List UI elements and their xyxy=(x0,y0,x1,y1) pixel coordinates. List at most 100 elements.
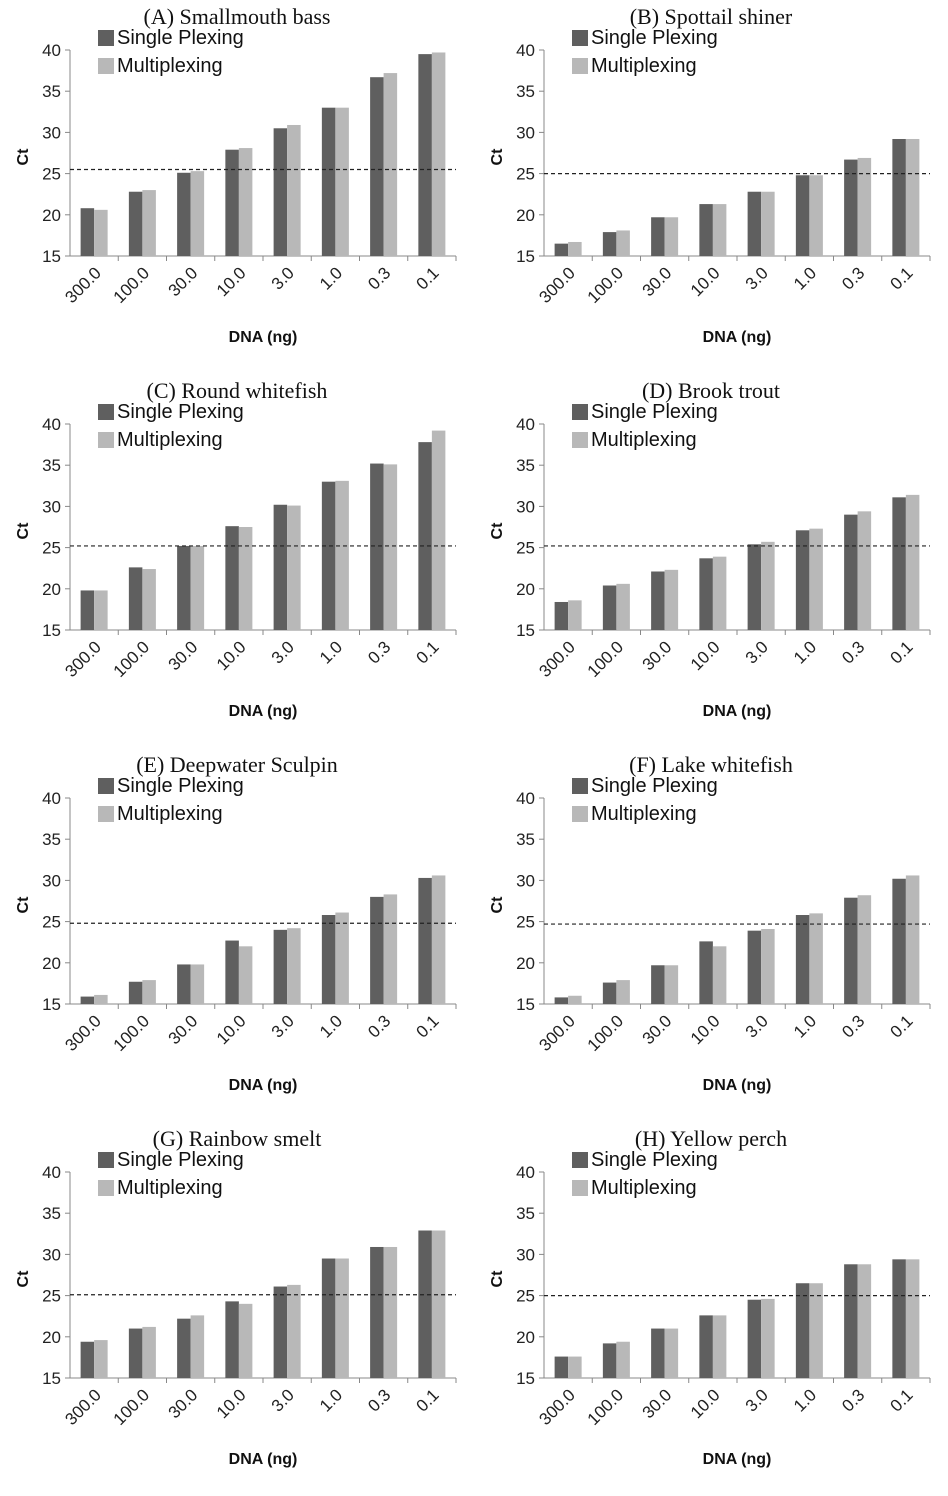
y-tick-label: 40 xyxy=(516,789,535,808)
legend-label: Single Plexing xyxy=(591,401,718,423)
x-tick-label: 100.0 xyxy=(110,1385,154,1429)
bar-chart: 15 20 25 30 35 40 Ct 300.0 100.0 30.0 10.0 3.0 1.0 0.… xyxy=(489,27,931,346)
legend-swatch xyxy=(98,432,114,448)
chart-panel: (H) Yellow perch 15 20 25 30 35 40 Ct 300.0 100.0… xyxy=(474,1122,948,1496)
single-plexing-bar xyxy=(699,204,713,256)
multiplexing-bar xyxy=(568,600,582,630)
chart-title: (G) Rainbow smelt xyxy=(152,1126,322,1151)
multiplexing-bar xyxy=(142,1326,156,1378)
single-plexing-bar xyxy=(651,1328,665,1378)
multiplexing-bar xyxy=(616,230,630,256)
y-tick-label: 15 xyxy=(516,621,535,640)
chart-panel: (C) Round whitefish 15 20 25 30 35 40 Ct 300.0 10… xyxy=(0,374,474,748)
multiplexing-bar xyxy=(857,1264,872,1378)
y-tick-label: 35 xyxy=(516,456,535,475)
y-tick-label: 35 xyxy=(516,1204,535,1223)
x-tick-label: 3.0 xyxy=(742,637,772,667)
legend-label: Multiplexing xyxy=(591,55,697,77)
legend-label: Single Plexing xyxy=(591,1149,718,1171)
x-axis-title: DNA (ng) xyxy=(703,329,772,346)
multiplexing-bar xyxy=(142,190,156,256)
single-plexing-bar xyxy=(602,1343,617,1378)
y-tick-label: 15 xyxy=(42,995,61,1014)
multiplexing-bar xyxy=(616,980,630,1004)
single-plexing-bar xyxy=(225,1301,239,1378)
x-tick-label: 1.0 xyxy=(316,1385,346,1415)
x-tick-label: 0.1 xyxy=(413,263,443,293)
legend-label: Multiplexing xyxy=(117,1177,223,1199)
multiplexing-bar xyxy=(383,464,398,630)
x-axis-title: DNA (ng) xyxy=(229,1451,298,1468)
x-tick-label: 0.1 xyxy=(413,637,443,667)
x-tick-label: 100.0 xyxy=(110,1011,154,1055)
multiplexing-bar xyxy=(712,1315,727,1378)
x-tick-label: 30.0 xyxy=(639,1011,676,1048)
y-tick-label: 15 xyxy=(516,1369,535,1388)
x-tick-label: 300.0 xyxy=(61,637,105,681)
x-tick-label: 3.0 xyxy=(268,637,298,667)
chart-panel: (G) Rainbow smelt 15 20 25 30 35 40 Ct 300.0 100.… xyxy=(0,1122,474,1496)
single-plexing-bar xyxy=(699,941,713,1004)
multiplexing-bar xyxy=(809,528,823,630)
multiplexing-bar xyxy=(94,1340,108,1378)
multiplexing-bar xyxy=(761,541,775,630)
single-plexing-bar xyxy=(602,232,617,256)
single-plexing-bar xyxy=(80,590,95,630)
x-tick-label: 0.1 xyxy=(887,263,917,293)
x-tick-label: 0.3 xyxy=(838,263,868,293)
legend-label: Single Plexing xyxy=(117,1149,244,1171)
single-plexing-bar xyxy=(177,545,191,630)
legend-label: Multiplexing xyxy=(117,55,223,77)
multiplexing-bar xyxy=(712,946,727,1004)
y-tick-label: 30 xyxy=(42,1245,61,1264)
y-tick-label: 40 xyxy=(42,1163,61,1182)
x-tick-label: 10.0 xyxy=(213,263,250,300)
y-axis-title: Ct xyxy=(489,148,506,166)
single-plexing-bar xyxy=(651,217,665,256)
multiplexing-bar xyxy=(616,1341,630,1378)
y-tick-label: 30 xyxy=(42,123,61,142)
single-plexing-bar xyxy=(844,897,858,1004)
y-tick-label: 25 xyxy=(516,913,535,932)
chart-panel: (D) Brook trout 15 20 25 30 35 40 Ct 300.0 100.0 3… xyxy=(474,374,948,748)
single-plexing-bar xyxy=(273,1286,288,1378)
legend-swatch xyxy=(572,432,588,448)
x-tick-label: 3.0 xyxy=(268,263,298,293)
single-plexing-bar xyxy=(273,929,288,1004)
y-tick-label: 25 xyxy=(516,1287,535,1306)
single-plexing-bar xyxy=(699,558,713,630)
multiplexing-bar xyxy=(335,107,349,257)
y-tick-label: 15 xyxy=(42,621,61,640)
multiplexing-bar xyxy=(568,995,582,1004)
x-tick-label: 0.1 xyxy=(413,1385,443,1415)
single-plexing-bar xyxy=(554,1356,569,1378)
x-tick-label: 30.0 xyxy=(165,263,202,300)
single-plexing-bar xyxy=(554,243,569,256)
chart-panel: (B) Spottail shiner 15 20 25 30 35 40 Ct 300.0 10… xyxy=(474,0,948,374)
x-axis-title: DNA (ng) xyxy=(703,703,772,720)
y-tick-label: 30 xyxy=(516,1245,535,1264)
x-tick-label: 100.0 xyxy=(584,1011,628,1055)
chart-panel: (E) Deepwater Sculpin 15 20 25 30 35 40 Ct 300.0… xyxy=(0,748,474,1122)
single-plexing-bar xyxy=(602,585,617,630)
multiplexing-bar xyxy=(568,1356,582,1378)
x-tick-label: 100.0 xyxy=(584,637,628,681)
single-plexing-bar xyxy=(128,191,143,256)
multiplexing-bar xyxy=(761,929,775,1004)
multiplexing-bar xyxy=(238,1303,253,1378)
multiplexing-bar xyxy=(190,964,205,1004)
y-tick-label: 35 xyxy=(42,82,61,101)
y-tick-label: 35 xyxy=(516,82,535,101)
legend-label: Multiplexing xyxy=(117,429,223,451)
x-tick-label: 10.0 xyxy=(213,637,250,674)
chart-title: (D) Brook trout xyxy=(641,378,781,403)
y-tick-label: 30 xyxy=(42,497,61,516)
single-plexing-bar xyxy=(747,544,762,630)
y-tick-label: 40 xyxy=(516,1163,535,1182)
x-tick-label: 1.0 xyxy=(316,637,346,667)
single-plexing-bar xyxy=(128,1328,143,1378)
single-plexing-bar xyxy=(128,567,143,630)
multiplexing-bar xyxy=(287,505,301,630)
single-plexing-bar xyxy=(747,191,762,256)
x-tick-label: 0.1 xyxy=(887,1011,917,1041)
